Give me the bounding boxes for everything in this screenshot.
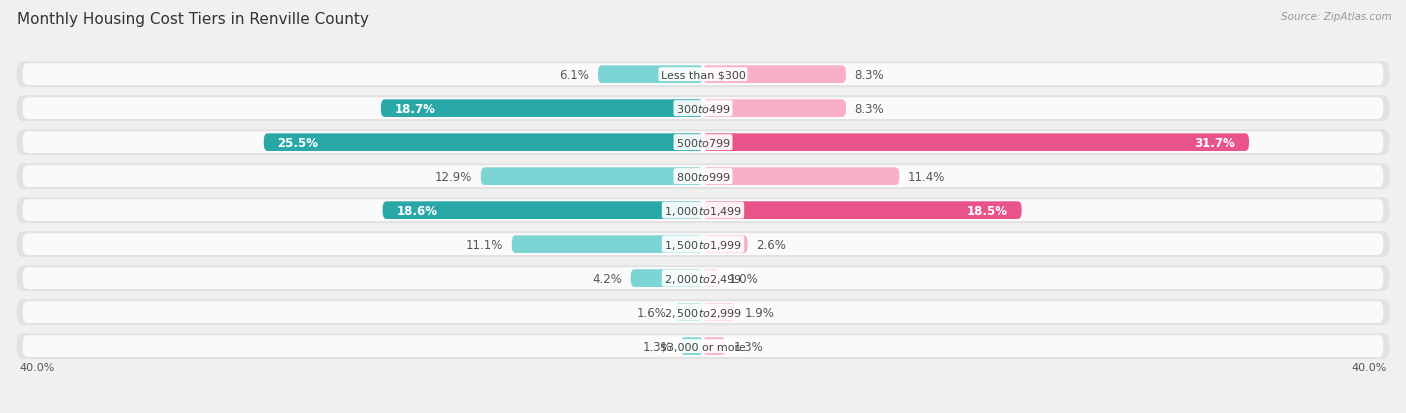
Text: 18.6%: 18.6%	[396, 204, 437, 217]
Text: $800 to $999: $800 to $999	[675, 171, 731, 183]
FancyBboxPatch shape	[264, 134, 703, 152]
Text: 18.5%: 18.5%	[967, 204, 1008, 217]
FancyBboxPatch shape	[22, 268, 1384, 289]
Text: 1.0%: 1.0%	[728, 272, 759, 285]
FancyBboxPatch shape	[631, 270, 703, 287]
Text: 12.9%: 12.9%	[434, 170, 472, 183]
FancyBboxPatch shape	[22, 301, 1384, 323]
Text: $3,000 or more: $3,000 or more	[661, 341, 745, 351]
Text: $2,500 to $2,999: $2,500 to $2,999	[664, 306, 742, 319]
FancyBboxPatch shape	[681, 337, 703, 355]
FancyBboxPatch shape	[675, 304, 703, 321]
Text: Monthly Housing Cost Tiers in Renville County: Monthly Housing Cost Tiers in Renville C…	[17, 12, 368, 27]
Text: 1.3%: 1.3%	[643, 340, 672, 353]
Text: 1.6%: 1.6%	[637, 306, 666, 319]
FancyBboxPatch shape	[22, 200, 1384, 221]
FancyBboxPatch shape	[703, 100, 846, 118]
Text: 4.2%: 4.2%	[592, 272, 621, 285]
Text: $1,000 to $1,499: $1,000 to $1,499	[664, 204, 742, 217]
FancyBboxPatch shape	[381, 100, 703, 118]
Text: 18.7%: 18.7%	[395, 102, 436, 115]
Text: 40.0%: 40.0%	[1351, 362, 1386, 372]
Text: 8.3%: 8.3%	[855, 69, 884, 81]
FancyBboxPatch shape	[17, 232, 1389, 257]
Text: 25.5%: 25.5%	[277, 136, 319, 149]
Text: 6.1%: 6.1%	[560, 69, 589, 81]
FancyBboxPatch shape	[17, 198, 1389, 223]
FancyBboxPatch shape	[17, 333, 1389, 359]
FancyBboxPatch shape	[481, 168, 703, 185]
FancyBboxPatch shape	[17, 96, 1389, 122]
FancyBboxPatch shape	[17, 130, 1389, 156]
FancyBboxPatch shape	[703, 337, 725, 355]
Text: Source: ZipAtlas.com: Source: ZipAtlas.com	[1281, 12, 1392, 22]
FancyBboxPatch shape	[703, 66, 846, 84]
FancyBboxPatch shape	[22, 98, 1384, 120]
FancyBboxPatch shape	[17, 164, 1389, 190]
Text: $300 to $499: $300 to $499	[675, 103, 731, 115]
Text: $1,500 to $1,999: $1,500 to $1,999	[664, 238, 742, 251]
FancyBboxPatch shape	[512, 236, 703, 253]
FancyBboxPatch shape	[17, 266, 1389, 291]
Text: 8.3%: 8.3%	[855, 102, 884, 115]
FancyBboxPatch shape	[598, 66, 703, 84]
FancyBboxPatch shape	[17, 299, 1389, 325]
FancyBboxPatch shape	[382, 202, 703, 219]
Text: 2.6%: 2.6%	[756, 238, 786, 251]
FancyBboxPatch shape	[22, 335, 1384, 357]
FancyBboxPatch shape	[22, 234, 1384, 255]
Text: $500 to $799: $500 to $799	[675, 137, 731, 149]
FancyBboxPatch shape	[22, 132, 1384, 154]
FancyBboxPatch shape	[703, 202, 1022, 219]
Text: $2,000 to $2,499: $2,000 to $2,499	[664, 272, 742, 285]
FancyBboxPatch shape	[703, 236, 748, 253]
Text: Less than $300: Less than $300	[661, 70, 745, 80]
Text: 40.0%: 40.0%	[20, 362, 55, 372]
FancyBboxPatch shape	[703, 134, 1249, 152]
FancyBboxPatch shape	[703, 168, 900, 185]
FancyBboxPatch shape	[703, 270, 720, 287]
FancyBboxPatch shape	[17, 62, 1389, 88]
Text: 1.3%: 1.3%	[734, 340, 763, 353]
FancyBboxPatch shape	[22, 64, 1384, 86]
Text: 31.7%: 31.7%	[1195, 136, 1236, 149]
FancyBboxPatch shape	[703, 304, 735, 321]
Text: 1.9%: 1.9%	[744, 306, 775, 319]
FancyBboxPatch shape	[22, 166, 1384, 188]
Text: 11.4%: 11.4%	[908, 170, 945, 183]
Text: 11.1%: 11.1%	[465, 238, 503, 251]
